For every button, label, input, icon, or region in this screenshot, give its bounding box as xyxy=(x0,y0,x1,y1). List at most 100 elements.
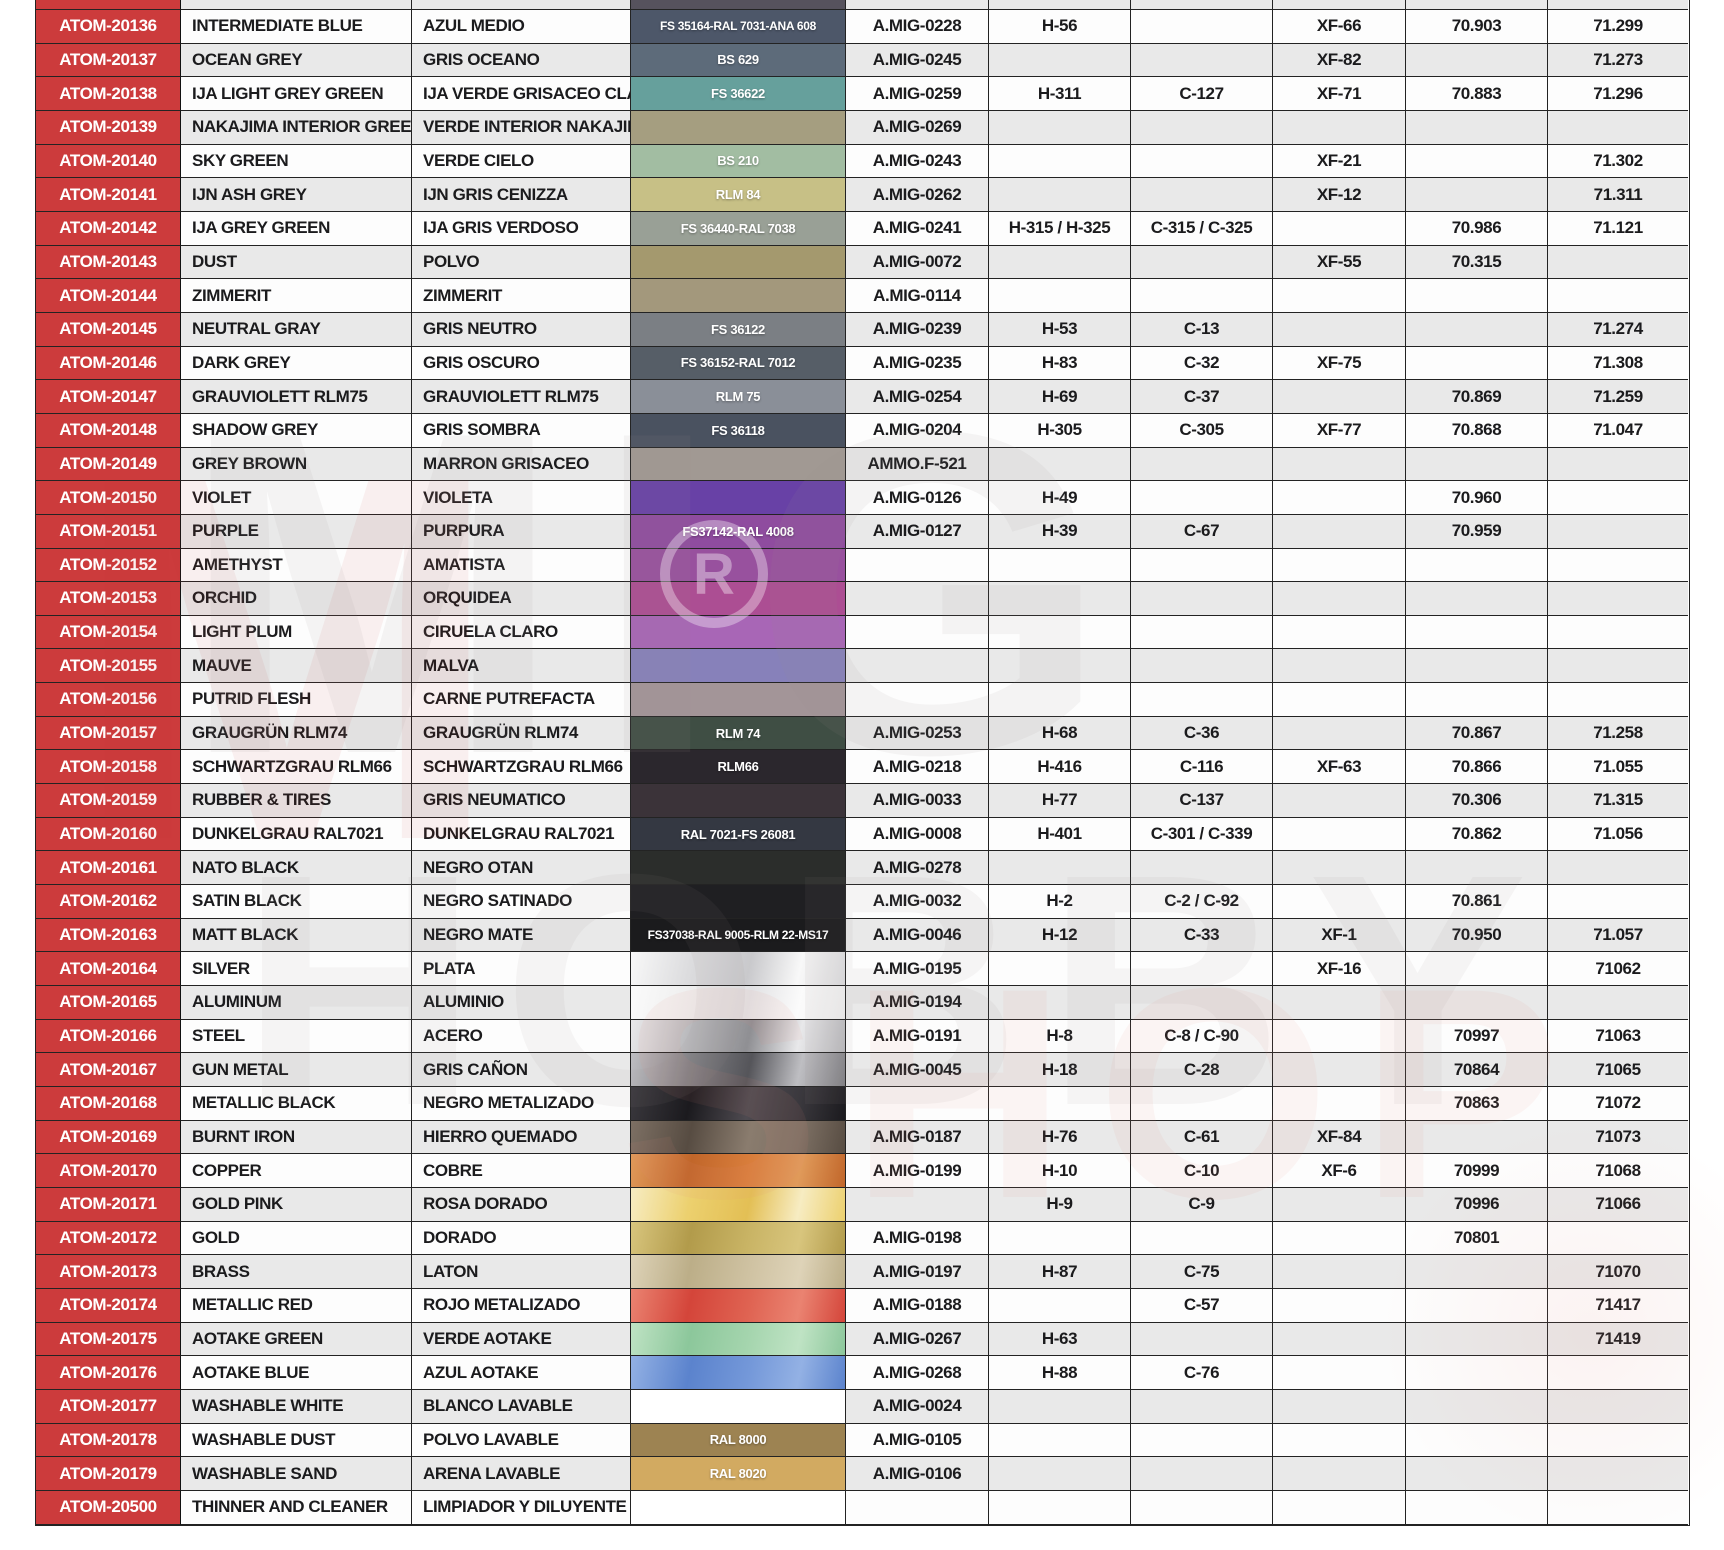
mrcolor-cell: C-75 xyxy=(1131,1255,1273,1289)
table-row: ATOM-20169 BURNT IRON HIERRO QUEMADO A.M… xyxy=(36,1120,1689,1155)
vallejo71-cell: 71.121 xyxy=(1548,211,1688,246)
name-es-cell: IJA VERDE GRISACEO CLARO xyxy=(412,77,631,111)
hataka-cell: H-88 xyxy=(989,1356,1131,1390)
name-en-cell: DUNKELGRAU RAL7021 xyxy=(181,817,412,852)
amig-cell: A.MIG-0195 xyxy=(846,952,989,987)
atom-code-cell: ATOM-20161 xyxy=(36,851,181,886)
mrcolor-cell: C-305 xyxy=(1131,413,1273,448)
tamiya-cell xyxy=(1273,683,1406,717)
vallejo70-label: 70.868 xyxy=(1451,420,1502,440)
swatch-cell xyxy=(631,986,846,1020)
xf-code-label: XF-71 xyxy=(1316,83,1362,103)
vallejo70-label: 70.306 xyxy=(1451,790,1502,810)
name-en-label: METALLIC RED xyxy=(192,1295,313,1315)
vallejo70-cell xyxy=(1406,1288,1548,1323)
hataka-cell: H-12 xyxy=(989,918,1131,953)
table-row: ATOM-20144 ZIMMERIT ZIMMERIT A.MIG-0114 xyxy=(36,279,1689,313)
atom-code-label: ATOM-20147 xyxy=(59,386,157,406)
name-es-label: IJN GRIS CENIZZA xyxy=(423,184,568,204)
name-en-cell xyxy=(181,0,412,10)
table-row: ATOM-20152 AMETHYST AMATISTA xyxy=(36,548,1689,583)
amig-cell: A.MIG-0072 xyxy=(846,245,989,280)
table-row: ATOM-20141 IJN ASH GREY IJN GRIS CENIZZA… xyxy=(36,178,1689,212)
name-en-cell: GRAUGRÜN RLM74 xyxy=(181,716,412,751)
h-code-label: H-401 xyxy=(1037,824,1082,844)
atom-code-cell: ATOM-20172 xyxy=(36,1221,181,1256)
amig-cell xyxy=(846,649,989,684)
tamiya-cell: XF-66 xyxy=(1273,10,1406,44)
mrcolor-cell: C-315 / C-325 xyxy=(1131,211,1273,246)
mrcolor-cell xyxy=(1131,178,1273,212)
atom-code-label: ATOM-20160 xyxy=(59,824,157,844)
vallejo71-label: 71.259 xyxy=(1593,386,1643,406)
vallejo70-cell xyxy=(1406,1423,1548,1458)
name-es-cell: PLATA xyxy=(412,952,631,987)
vallejo70-label: 70.861 xyxy=(1451,891,1502,911)
xf-code-label: XF-77 xyxy=(1316,420,1362,440)
name-en-cell: VIOLET xyxy=(181,481,412,515)
atom-code-cell: ATOM-20173 xyxy=(36,1255,181,1289)
h-code-label: H-39 xyxy=(1041,521,1078,541)
atom-code-label: ATOM-20163 xyxy=(59,925,157,945)
name-en-label: GUN METAL xyxy=(192,1059,289,1079)
swatch-cell: RLM 75 xyxy=(631,380,846,414)
vallejo70-cell xyxy=(1406,851,1548,886)
hataka-cell: H-18 xyxy=(989,1053,1131,1087)
c-code-label: C-61 xyxy=(1183,1126,1220,1146)
name-es-cell: BLANCO LAVABLE xyxy=(412,1389,631,1424)
vallejo70-label: 70.986 xyxy=(1451,218,1502,238)
name-en-label: GRAUGRÜN RLM74 xyxy=(192,723,347,743)
name-en-cell: DUST xyxy=(181,245,412,280)
table-row-partial xyxy=(36,0,1689,10)
vallejo70-label: 70.950 xyxy=(1451,925,1502,945)
name-en-label: WASHABLE DUST xyxy=(192,1429,336,1449)
name-es-label: BLANCO LAVABLE xyxy=(423,1396,573,1416)
name-en-label: BRASS xyxy=(192,1261,250,1281)
amig-cell: A.MIG-0194 xyxy=(846,986,989,1020)
h-code-label: H-53 xyxy=(1041,319,1078,339)
name-es-label: NEGRO METALIZADO xyxy=(423,1093,594,1113)
atom-code-label: ATOM-20167 xyxy=(59,1059,157,1079)
name-es-cell xyxy=(412,0,631,10)
name-en-cell: NATO BLACK xyxy=(181,851,412,886)
mrcolor-cell: C-76 xyxy=(1131,1356,1273,1390)
hataka-cell: H-401 xyxy=(989,817,1131,852)
c-code-label: C-28 xyxy=(1183,1059,1220,1079)
swatch-cell: BS 210 xyxy=(631,144,846,179)
atom-code-cell: ATOM-20156 xyxy=(36,683,181,717)
h-code-label: H-2 xyxy=(1046,891,1073,911)
vallejo71-cell xyxy=(1548,0,1688,10)
name-es-cell: ZIMMERIT xyxy=(412,279,631,313)
name-en-cell: METALLIC BLACK xyxy=(181,1087,412,1121)
vallejo71-cell xyxy=(1548,582,1688,616)
atom-code-cell: ATOM-20162 xyxy=(36,885,181,919)
vallejo70-label: 70.903 xyxy=(1451,16,1502,36)
swatch-standard-label: FS 36622 xyxy=(711,86,765,102)
name-es-label: LIMPIADOR Y DILUYENTE xyxy=(423,1497,627,1517)
mrcolor-cell: C-32 xyxy=(1131,346,1273,381)
atom-code-cell: ATOM-20165 xyxy=(36,986,181,1020)
name-en-cell: MATT BLACK xyxy=(181,918,412,953)
xf-code-label: XF-12 xyxy=(1316,184,1362,204)
tamiya-cell xyxy=(1273,110,1406,145)
atom-code-cell: ATOM-20139 xyxy=(36,110,181,145)
swatch-standard-label: FS 35164-RAL 7031-ANA 608 xyxy=(660,19,816,34)
hataka-cell: H-8 xyxy=(989,1019,1131,1054)
hataka-cell: H-63 xyxy=(989,1322,1131,1357)
h-code-label: H-9 xyxy=(1046,1194,1073,1214)
vallejo70-cell: 70.868 xyxy=(1406,413,1548,448)
swatch-cell xyxy=(631,1322,846,1357)
amig-cell: A.MIG-0267 xyxy=(846,1322,989,1357)
vallejo70-cell xyxy=(1406,615,1548,650)
vallejo71-label: 71.056 xyxy=(1593,824,1643,844)
amig-cell xyxy=(846,548,989,583)
vallejo70-cell: 70996 xyxy=(1406,1187,1548,1222)
table-row: ATOM-20171 GOLD PINK ROSA DORADO H-9 C-9… xyxy=(36,1187,1689,1222)
name-en-cell: PURPLE xyxy=(181,514,412,549)
name-en-label: SCHWARTZGRAU RLM66 xyxy=(192,756,392,776)
vallejo71-cell: 71417 xyxy=(1548,1288,1688,1323)
c-code-label: C-137 xyxy=(1179,790,1224,810)
swatch-cell xyxy=(631,683,846,717)
hataka-cell xyxy=(989,1087,1131,1121)
mrcolor-cell: C-61 xyxy=(1131,1120,1273,1155)
